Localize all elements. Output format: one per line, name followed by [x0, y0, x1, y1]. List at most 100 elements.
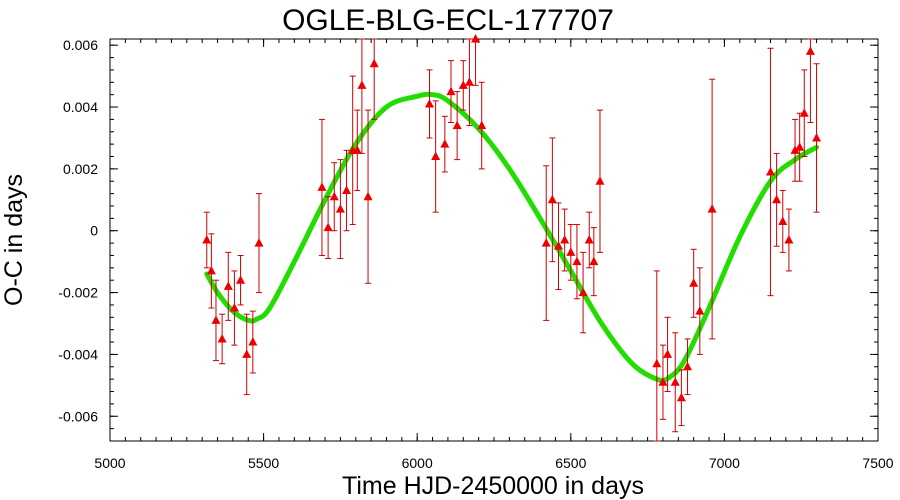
- data-point: [357, 80, 367, 89]
- data-point-group: [342, 149, 352, 232]
- points-layer: [202, 34, 822, 442]
- data-point-group: [223, 251, 233, 321]
- data-point: [369, 58, 379, 68]
- data-point-group: [431, 100, 441, 213]
- data-point-group: [317, 118, 327, 256]
- data-point: [547, 194, 557, 204]
- x-tick-label: 5500: [248, 455, 279, 471]
- data-point-group: [707, 78, 717, 340]
- data-point: [229, 303, 239, 312]
- x-tick-label: 5000: [94, 455, 125, 471]
- data-point: [329, 191, 339, 201]
- data-point-group: [772, 152, 782, 247]
- data-point: [572, 256, 582, 266]
- data-point-group: [242, 313, 252, 396]
- data-point-group: [236, 254, 246, 306]
- data-point: [652, 358, 662, 368]
- data-point-group: [202, 211, 212, 269]
- y-tick-label: -0.002: [58, 285, 98, 301]
- data-point: [323, 222, 333, 232]
- data-point: [812, 132, 822, 142]
- data-point-group: [352, 109, 362, 192]
- data-point: [560, 235, 570, 244]
- data-point: [223, 281, 233, 290]
- data-point: [595, 176, 605, 185]
- y-tick-label: -0.004: [58, 346, 98, 362]
- data-point-group: [335, 159, 345, 260]
- data-point-group: [471, 34, 481, 86]
- data-point: [578, 287, 588, 297]
- data-point-group: [695, 267, 705, 355]
- data-point-group: [424, 69, 434, 139]
- data-point-group: [357, 38, 367, 154]
- data-point-group: [229, 270, 239, 346]
- data-point-group: [323, 196, 333, 260]
- data-point: [202, 235, 212, 244]
- y-axis-label: O-C in days: [0, 174, 28, 306]
- x-tick-label: 6500: [555, 455, 586, 471]
- data-point-group: [248, 310, 258, 374]
- data-point-group: [812, 63, 822, 213]
- data-point-group: [658, 344, 668, 420]
- data-point-group: [211, 279, 221, 362]
- data-point-group: [206, 233, 216, 309]
- y-tick-label: 0: [90, 223, 98, 239]
- data-point: [683, 361, 693, 371]
- data-point: [242, 349, 252, 358]
- data-point: [772, 194, 782, 204]
- x-tick-label: 7000: [709, 455, 740, 471]
- data-point-group: [560, 208, 570, 272]
- data-point: [790, 145, 800, 154]
- data-point: [676, 392, 686, 402]
- chart-title: OGLE-BLG-ECL-177707: [282, 4, 614, 37]
- data-point-group: [805, 38, 815, 123]
- data-point: [206, 265, 216, 275]
- data-point: [424, 98, 434, 108]
- data-point-group: [566, 224, 576, 281]
- data-point-group: [369, 38, 379, 120]
- data-point: [431, 151, 441, 161]
- data-point-group: [446, 60, 456, 123]
- x-axis-label: Time HJD-2450000 in days: [342, 472, 644, 500]
- data-point: [446, 86, 456, 96]
- data-point: [248, 337, 258, 346]
- data-point-group: [440, 115, 450, 173]
- data-point: [352, 145, 362, 154]
- data-point-group: [477, 81, 487, 170]
- data-point-group: [689, 248, 699, 318]
- data-point-group: [595, 109, 605, 253]
- data-point: [342, 185, 352, 195]
- data-point: [554, 241, 564, 250]
- data-point: [663, 349, 673, 358]
- data-point-group: [547, 137, 557, 263]
- data-point: [452, 120, 462, 130]
- data-point: [695, 306, 705, 315]
- data-point-group: [584, 211, 594, 269]
- data-point-group: [683, 338, 693, 396]
- data-point-group: [795, 112, 805, 182]
- data-point-group: [572, 224, 582, 300]
- data-point-group: [329, 162, 339, 232]
- data-point: [217, 333, 227, 343]
- data-point: [689, 278, 699, 287]
- x-tick-label: 6000: [402, 455, 433, 471]
- data-point: [765, 166, 775, 176]
- data-point: [363, 191, 373, 201]
- data-point-group: [363, 109, 373, 284]
- data-point: [477, 120, 487, 130]
- data-point: [584, 235, 594, 244]
- data-point-group: [784, 208, 794, 272]
- data-point: [795, 142, 805, 151]
- data-point: [464, 77, 474, 86]
- y-tick-label: 0.004: [63, 99, 98, 115]
- data-point: [658, 377, 668, 386]
- data-point: [566, 247, 576, 256]
- data-point-group: [452, 91, 462, 161]
- data-point: [211, 315, 221, 324]
- data-point: [317, 182, 327, 191]
- data-point-group: [799, 69, 809, 158]
- data-point-group: [458, 60, 468, 111]
- x-tick-label: 7500: [862, 455, 893, 471]
- data-point: [784, 235, 794, 244]
